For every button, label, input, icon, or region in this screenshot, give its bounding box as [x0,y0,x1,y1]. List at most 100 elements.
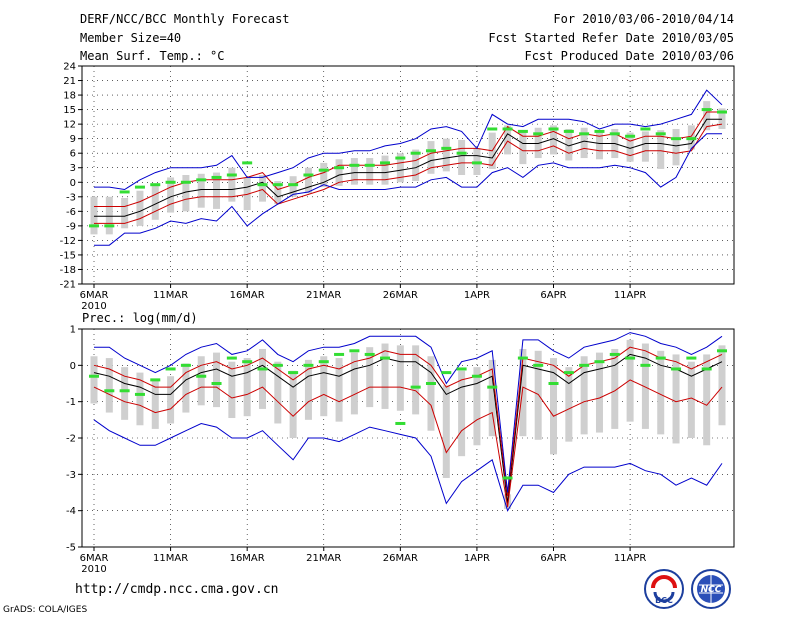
ensemble-box [381,155,389,185]
ensemble-box [427,356,435,431]
ensemble-box [703,101,711,131]
forecast-marker [425,382,436,385]
forecast-marker [165,367,176,371]
y-tick-label: 15 [63,105,76,116]
series-line-lower-inner [94,123,723,224]
member-size-label: Member Size=40 [80,31,182,45]
ensemble-box [167,376,175,424]
ensemble-box [182,363,190,413]
forecast-marker [334,166,345,170]
ensemble-box [258,348,266,409]
forecast-marker [533,132,544,136]
y-tick-label: 12 [63,120,76,131]
ensemble-box [151,183,159,220]
ensemble-box [703,354,711,446]
x-tick-label: 11MAR [153,553,188,564]
forecast-marker [441,371,452,375]
x-tick-label: 1APR [464,290,490,301]
ensemble-box [442,138,450,172]
x-tick-label: 6APR [540,290,566,301]
y-tick-label: 9 [70,134,76,145]
ensemble-box [289,176,297,197]
svg-text:BCC: BCC [655,596,673,605]
forecast-marker [104,389,115,393]
ensemble-box [641,131,649,162]
forecast-marker [150,183,161,187]
ensemble-box [105,358,113,413]
forecast-marker [502,476,513,480]
ensemble-box [151,379,159,429]
ensemble-box [718,345,726,426]
ensemble-box [320,356,328,417]
ensemble-box [304,359,312,420]
forecast-marker [671,367,682,371]
ensemble-box [366,347,374,408]
ensemble-box [550,125,558,155]
ensemble-box [90,356,98,404]
series-line-upper-outer [94,332,723,493]
ensemble-box [672,354,680,444]
ensemble-box [105,196,113,235]
x-tick-label: 11APR [614,553,647,564]
forecast-marker [701,108,712,112]
ensemble-box [258,175,266,202]
forecast-marker [609,352,620,356]
ensemble-box [534,127,542,159]
plot-frame [81,328,735,548]
ensemble-box [167,177,175,213]
x-tick-label: 6MAR [80,290,109,301]
ensemble-box [611,348,619,429]
ensemble-box [366,158,374,185]
footer-url[interactable]: http://cmdp.ncc.cma.gov.cn [75,582,279,597]
y-tick-label: 6 [70,149,76,160]
ensemble-box [243,177,251,211]
year-label: 2010 [81,301,106,312]
forecast-marker [717,349,727,353]
forecast-marker [563,371,574,375]
ensemble-box [442,385,450,478]
forecast-marker [303,363,314,367]
forecast-marker [196,374,207,378]
forecast-marker [211,175,222,179]
forecast-marker [395,421,406,425]
ensemble-box [412,149,420,182]
forecast-marker [349,349,360,353]
chart-title: DERF/NCC/BCC Monthly Forecast [80,12,290,26]
forecast-marker [318,360,329,364]
ensemble-box [550,358,558,455]
series-line-lower-outer [94,133,722,246]
precip-subtitle: Prec.: log(mm/d) [82,311,198,325]
forecast-marker [119,389,130,393]
ensemble-box [396,345,404,411]
ensemble-box [121,198,129,229]
ensemble-box [243,358,251,417]
y-tick-label: -3 [66,470,76,481]
ensemble-box [320,162,328,188]
y-tick-label: -15 [60,250,76,261]
ensemble-box [595,132,603,160]
ensemble-box [565,128,573,161]
ensemble-box [458,139,466,175]
ensemble-box [580,356,588,435]
ensemble-box [458,370,466,457]
ensemble-box [534,350,542,440]
y-tick-label: -4 [66,506,76,517]
series-line-lower-outer [93,419,723,512]
forecast-marker [487,385,498,389]
ensemble-box [626,132,634,162]
forecast-marker [655,132,666,136]
ensemble-box [350,352,358,415]
ensemble-box [381,343,389,409]
y-tick-label: -6 [66,207,76,218]
forecast-marker [150,378,161,382]
ensemble-box [274,181,282,205]
forecast-marker [517,356,528,360]
forecast-marker [717,110,727,114]
x-tick-label: 11APR [614,290,647,301]
ensemble-box [519,131,527,165]
forecast-marker [180,180,191,184]
x-tick-label: 16MAR [230,290,265,301]
y-tick-label: -12 [60,236,76,247]
ensemble-box [657,350,665,435]
